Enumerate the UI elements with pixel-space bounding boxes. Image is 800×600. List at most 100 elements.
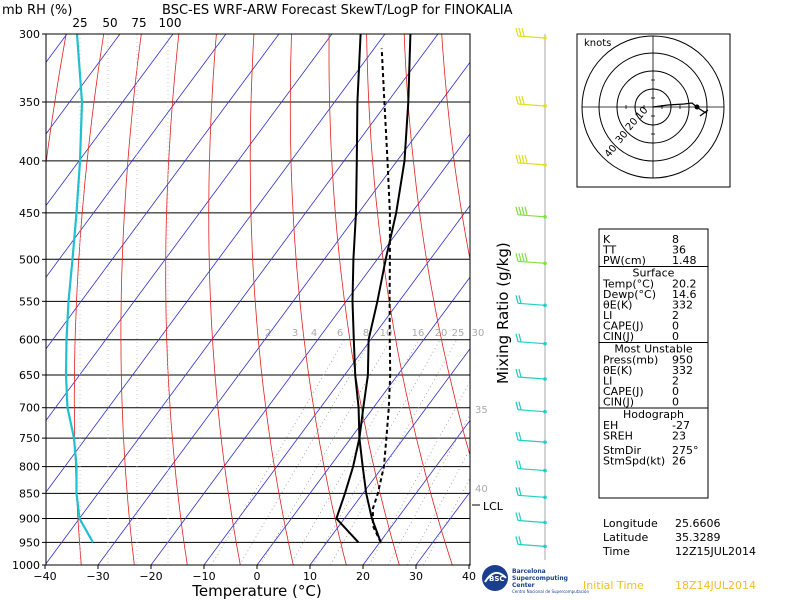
wind-barb-feather	[515, 95, 519, 105]
dry-adiabat	[441, 34, 470, 262]
wind-barb-950	[515, 536, 547, 549]
pressure-label-550: 550	[19, 295, 40, 308]
wind-barb-feather	[521, 253, 525, 262]
initial-time-value: 18Z14JUL2014	[675, 579, 756, 592]
isotherm	[46, 34, 174, 207]
theta-e-label-35: 35	[475, 405, 488, 416]
index-key: K	[603, 233, 611, 246]
profile-line-0	[335, 34, 412, 544]
wind-barb-feather	[518, 536, 522, 545]
surface-key: θE(K)	[603, 299, 632, 312]
unstable-key: CAPE(J)	[603, 385, 644, 398]
wind-barb-station	[543, 36, 547, 40]
bsc-logo-name-3: Center	[512, 582, 535, 589]
wind-barb-feather	[515, 401, 519, 410]
wind-barb-feather	[515, 368, 519, 378]
surface-value: 0	[672, 320, 679, 333]
surface-key: LI	[603, 309, 612, 322]
wind-barb-feather	[518, 295, 522, 304]
wind-barb-feather	[518, 333, 522, 342]
wind-barb-feather	[518, 487, 522, 496]
wind-barb-feather	[518, 27, 522, 37]
wind-barb-station	[543, 520, 547, 525]
isotherm	[46, 34, 280, 350]
wind-barb-feather	[518, 206, 522, 215]
wind-barb-shaft	[517, 494, 546, 498]
temp-tick-label: −10	[192, 570, 215, 583]
wind-barb-shaft	[517, 260, 546, 264]
mixing-ratio-line	[239, 339, 372, 565]
wind-barb-550	[515, 295, 547, 308]
unstable-key: Press(mb)	[603, 354, 658, 367]
bsc-logo-text: BSC	[489, 575, 505, 583]
location-block: Longitude 25.6606 Latitude 35.3289 Time 12Z15…	[602, 517, 756, 558]
rh-tick-label: 25	[72, 16, 87, 30]
wind-barb-station	[543, 377, 547, 381]
hodo-key: SREH	[603, 430, 633, 443]
wind-barb-850	[515, 487, 547, 500]
unstable-value: 332	[672, 364, 693, 377]
wind-barb-500	[515, 253, 547, 266]
wind-barb-feather	[515, 487, 519, 496]
hodo-key: EH	[603, 419, 618, 432]
wind-barb-feather	[518, 512, 522, 521]
dry-adiabat	[73, 34, 105, 565]
mixing-ratio-axis-label: Mixing Ratio (g/kg)	[494, 242, 512, 384]
surface-key: CAPE(J)	[603, 320, 644, 333]
dry-adiabat	[165, 34, 188, 565]
wind-barb-shaft	[517, 519, 546, 524]
mixing-ratio-labels: 2 3 4 6 8 10 16 20 25 30	[265, 328, 485, 339]
unstable-title: Most Unstable	[614, 343, 693, 356]
pressure-label-950: 950	[19, 536, 40, 549]
wind-barb-shaft	[517, 214, 546, 218]
dry-adiabat	[249, 34, 294, 565]
wind-barb-feather	[515, 27, 519, 37]
unstable-value: 0	[672, 396, 679, 409]
wind-barb-station	[543, 303, 547, 308]
pressure-label-850: 850	[19, 487, 40, 500]
indices-frame	[598, 228, 709, 499]
dry-adiabat	[738, 19, 800, 565]
isotherm	[97, 61, 470, 565]
wind-barb-feather	[521, 154, 525, 164]
hodograph-label: knots	[584, 38, 611, 49]
wind-barb-shaft	[517, 302, 546, 306]
hodo-key: StmDir	[603, 444, 642, 457]
dry-adiabat	[366, 34, 453, 565]
wind-barb-feather	[515, 431, 519, 441]
location-key: Latitude	[603, 531, 649, 544]
bsc-logo-name-1: Barcelona	[512, 568, 546, 575]
surface-value: 20.2	[672, 278, 697, 291]
pressure-label-500: 500	[19, 253, 40, 266]
unstable-key: θE(K)	[603, 364, 632, 377]
wind-barb-station	[543, 104, 547, 108]
wind-barb-shaft	[517, 439, 546, 443]
location-value: 25.6606	[675, 517, 721, 530]
x-axis-label: Temperature (°C)	[191, 582, 321, 600]
isotherm	[46, 34, 333, 422]
wind-barb-station	[543, 215, 547, 219]
wind-barb-450	[515, 206, 547, 219]
surface-key: CIN(J)	[603, 330, 634, 343]
axis-left-label: mb RH (%)	[2, 3, 72, 18]
index-value: 8	[672, 233, 679, 246]
isotherm	[46, 34, 121, 135]
wind-barb-400	[515, 154, 547, 167]
wind-barb-900	[515, 512, 547, 525]
temp-tick-label: 10	[303, 570, 317, 583]
hodo-value: -27	[672, 419, 690, 432]
skewt-grid	[46, 19, 800, 565]
mixing-ratio-line	[211, 339, 345, 565]
theta-e-label-40: 40	[475, 484, 488, 495]
mixing-ratio-label: 8	[363, 328, 369, 339]
skewt-profiles	[64, 34, 412, 544]
hodo-value: 23	[672, 430, 686, 443]
hodo-title: Hodograph	[623, 408, 684, 421]
wind-barb-feather	[515, 460, 519, 469]
wind-barb-feather	[521, 27, 525, 37]
profile-line-1	[351, 34, 382, 543]
location-value: 35.3289	[675, 531, 721, 544]
skewt-axes: 3003504004505005506006507007508008509009…	[12, 16, 476, 600]
